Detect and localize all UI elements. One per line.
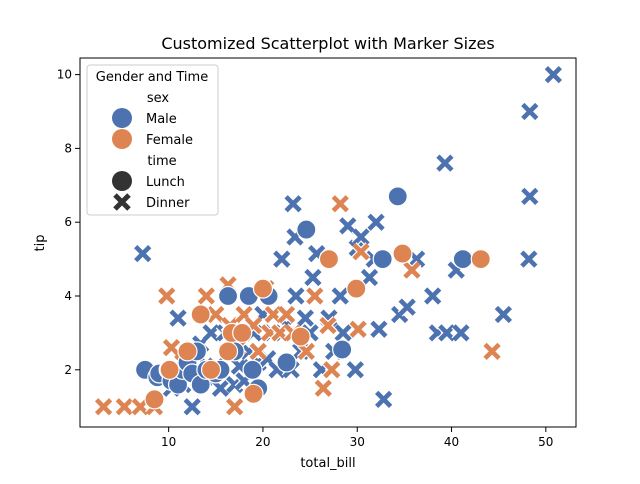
point-male-lunch [452,249,473,270]
point-female-lunch [392,243,413,264]
y-tick-label: 2 [64,363,72,377]
point-male-dinner [272,249,292,269]
point-male-lunch [387,186,408,207]
legend-marker-male [112,108,132,128]
point-female-dinner [94,397,114,417]
point-male-dinner [360,268,379,288]
legend-hue-title: sex [147,91,170,106]
point-female-lunch [252,278,274,299]
point-female-dinner [313,378,333,398]
point-female-lunch [190,304,211,325]
point-female-lunch [217,341,239,362]
point-female-dinner [157,286,177,306]
legend-marker-lunch [112,171,132,191]
legend-marker-female [112,129,132,149]
y-tick-label: 8 [64,141,72,155]
x-tick-label: 10 [161,435,176,449]
point-female-dinner [277,304,296,324]
point-male-lunch [296,219,317,240]
point-female-lunch [159,359,180,380]
point-female-dinner [402,260,422,280]
point-male-dinner [543,65,563,85]
point-female-dinner [305,286,325,306]
point-male-dinner [451,323,471,343]
point-male-dinner [286,286,306,306]
point-male-lunch [372,249,393,270]
point-female-dinner [330,194,350,214]
point-male-lunch [217,285,239,307]
point-male-dinner [333,323,353,343]
y-tick-label: 6 [64,215,72,229]
point-female-dinner [322,360,342,380]
legend-label-female: Female [146,133,193,148]
point-female-lunch [232,322,253,344]
point-female-dinner [161,338,181,358]
legend: Gender and Time sex Male Female time Lun… [86,64,219,216]
point-female-dinner [114,397,134,417]
point-female-lunch [200,359,222,380]
point-female-lunch [470,249,491,270]
point-male-dinner [303,268,323,288]
legend-style-title: time [147,154,176,169]
y-tick-label: 10 [57,68,72,82]
point-female-dinner [348,319,368,339]
point-male-dinner [168,308,188,328]
point-male-dinner [369,319,389,339]
point-female-dinner [296,341,316,361]
legend-title: Gender and Time [96,70,208,85]
point-male-dinner [520,186,540,206]
point-female-dinner [351,242,371,262]
point-female-dinner [482,341,502,361]
legend-label-lunch: Lunch [146,175,185,190]
point-female-dinner [206,304,226,324]
point-male-dinner [283,194,303,214]
point-female-lunch [318,249,340,270]
point-male-dinner [182,397,202,417]
legend-label-dinner: Dinner [146,196,190,211]
point-male-dinner [374,389,394,409]
point-female-lunch [177,341,198,362]
y-tick-label: 4 [64,289,72,303]
x-tick-label: 20 [255,435,270,449]
point-male-dinner [397,297,417,317]
data-points [94,65,563,417]
point-male-lunch [242,359,263,380]
point-female-lunch [290,326,311,347]
point-female-dinner [248,341,268,361]
point-male-dinner [520,102,540,121]
point-male-dinner [133,244,153,264]
point-male-dinner [366,212,386,232]
point-male-dinner [338,216,358,236]
point-female-dinner [196,286,216,306]
point-male-dinner [345,360,365,380]
x-axis: 10 20 30 40 50 [161,427,553,449]
y-axis-label: tip [33,235,48,252]
point-female-lunch [243,383,264,404]
legend-marker-dinner [113,193,131,211]
x-axis-label: total_bill [300,456,355,471]
y-axis: 2 4 6 8 10 [57,68,80,377]
point-female-lunch [346,278,367,299]
point-male-dinner [330,286,350,306]
point-male-dinner [295,308,315,328]
point-male-dinner [493,304,513,324]
point-male-lunch [276,352,297,373]
point-male-lunch [332,339,353,360]
point-male-dinner [435,153,455,173]
x-tick-label: 40 [444,435,459,449]
legend-label-male: Male [146,112,177,127]
point-male-dinner [437,323,457,343]
point-female-dinner [318,316,338,335]
chart-title: Customized Scatterplot with Marker Sizes [161,34,494,53]
point-female-lunch [144,389,165,410]
point-female-dinner [225,397,245,417]
point-male-dinner [423,286,443,306]
point-male-dinner [519,249,539,269]
x-tick-label: 30 [350,435,365,449]
point-male-dinner [201,323,221,343]
x-tick-label: 50 [538,435,553,449]
point-male-dinner [351,227,371,247]
plot-frame [79,57,577,428]
